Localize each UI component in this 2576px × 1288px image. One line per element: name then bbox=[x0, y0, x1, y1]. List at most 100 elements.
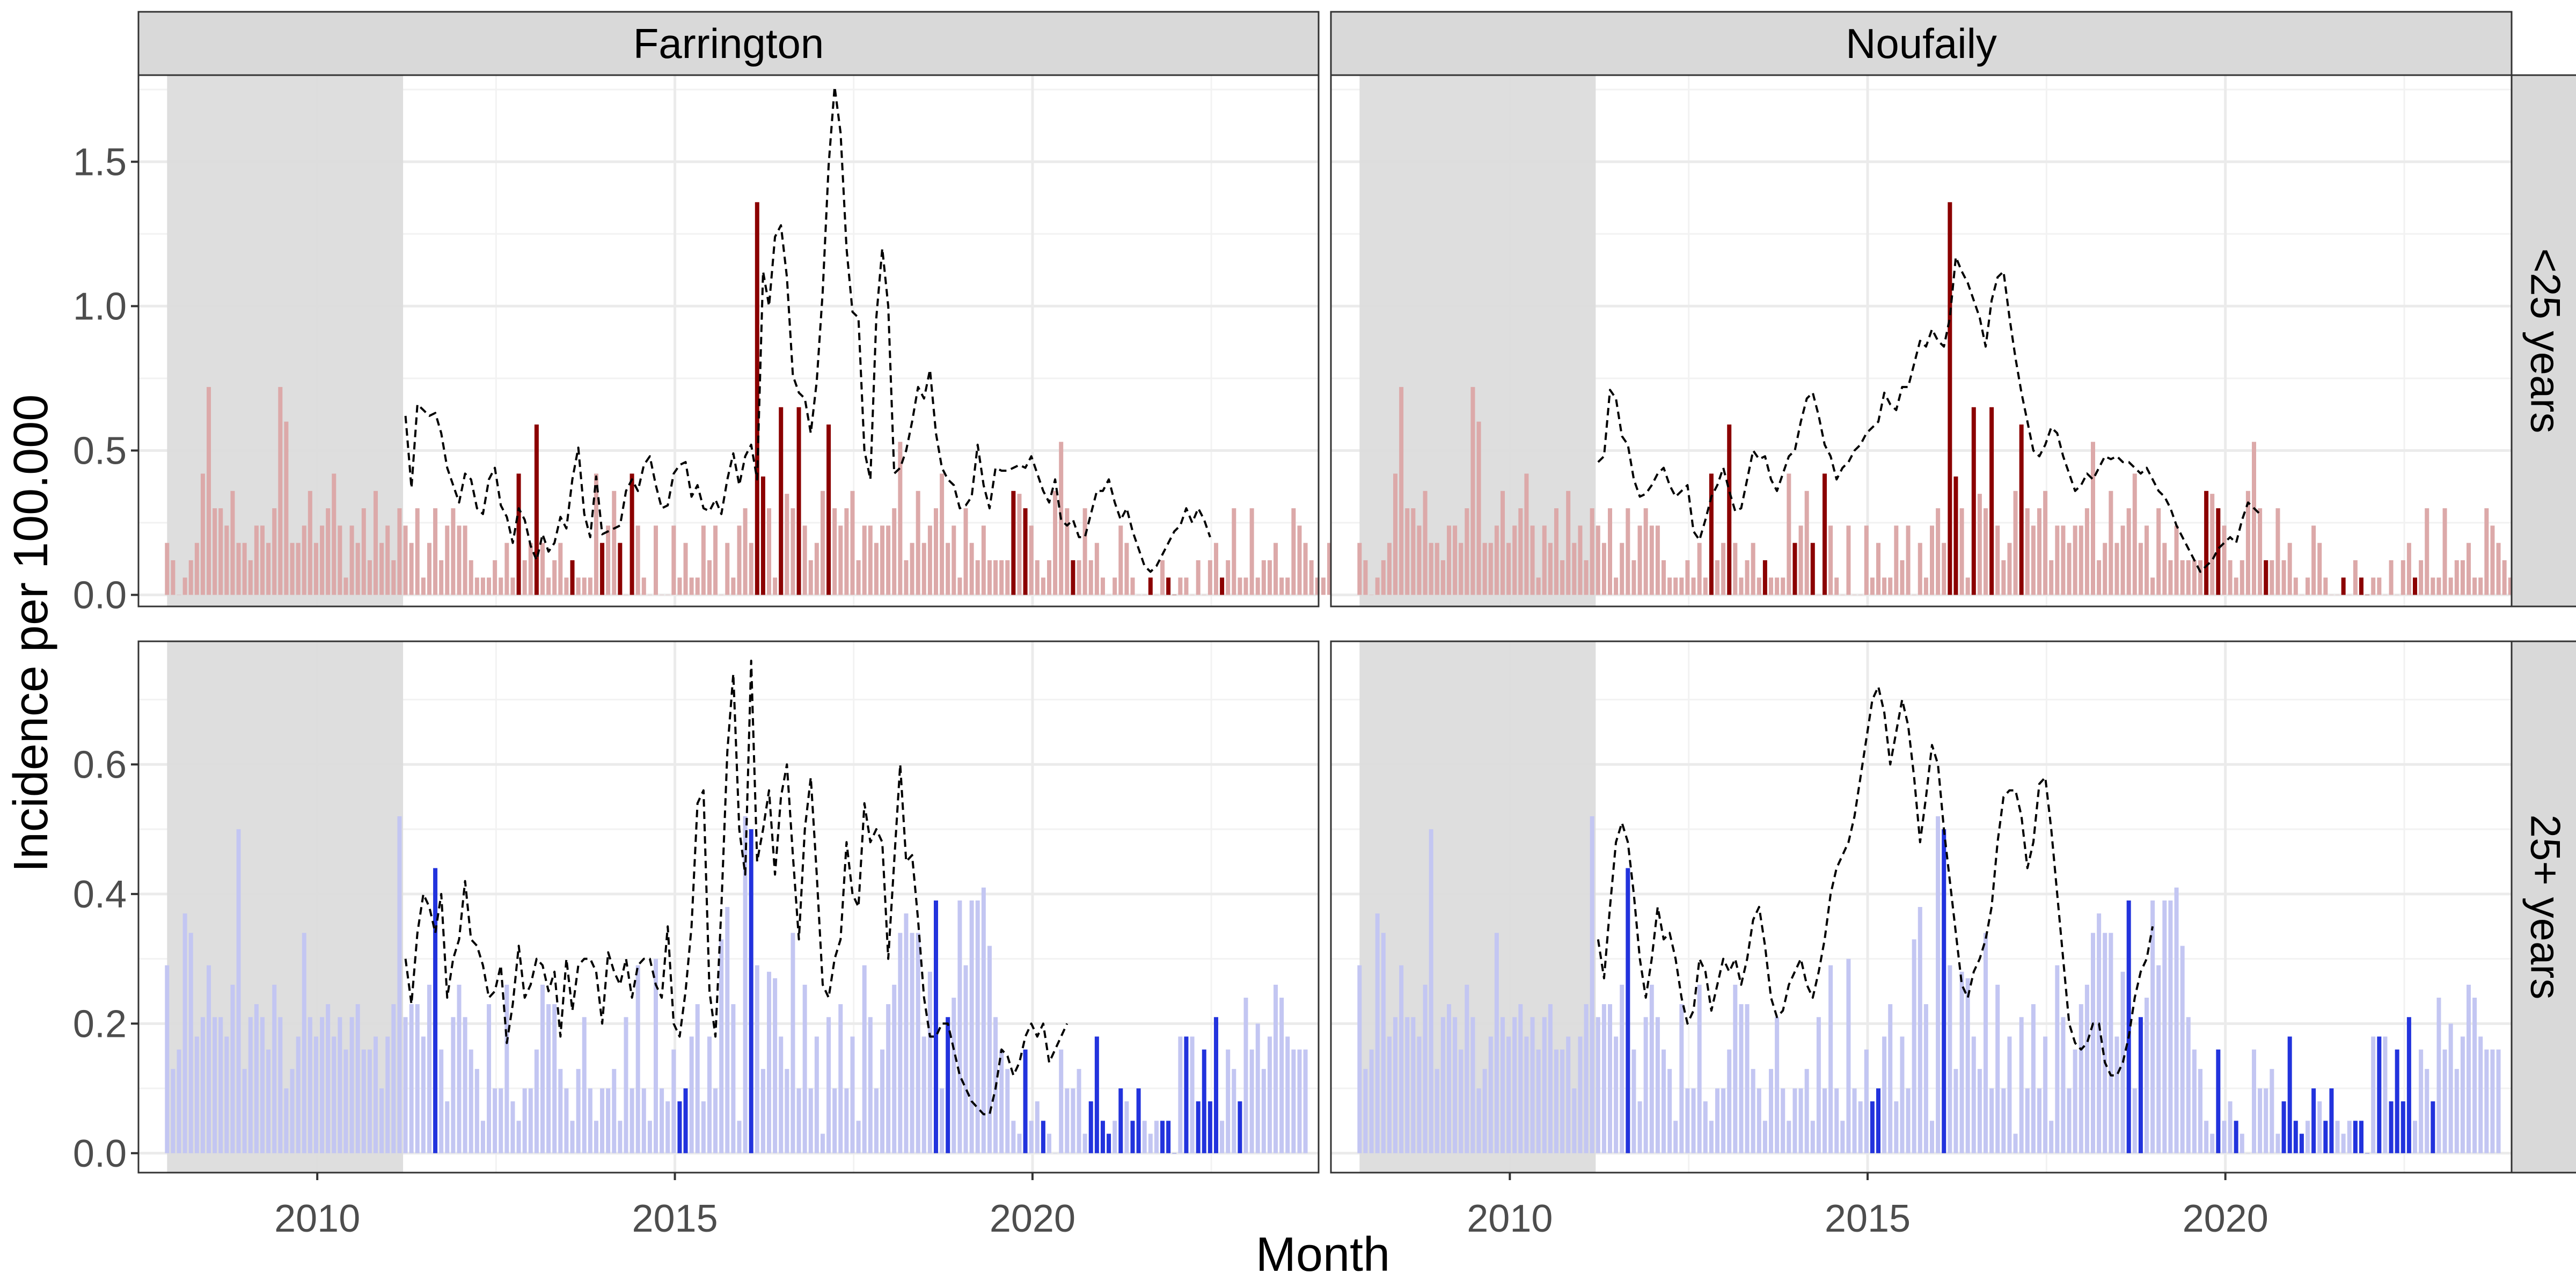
incidence-bar bbox=[504, 543, 509, 595]
incidence-bar bbox=[969, 543, 974, 595]
incidence-bar bbox=[975, 560, 980, 595]
incidence-bar bbox=[1501, 1017, 1505, 1153]
incidence-bar bbox=[1393, 1017, 1397, 1153]
incidence-bar bbox=[2442, 508, 2447, 595]
incidence-bar bbox=[1381, 560, 1386, 595]
incidence-bar bbox=[820, 491, 825, 595]
incidence-bar bbox=[1453, 1017, 1458, 1153]
incidence-bar bbox=[612, 491, 617, 595]
alarm-bar bbox=[600, 543, 605, 595]
alarm-bar bbox=[2377, 1036, 2382, 1153]
incidence-bar bbox=[1005, 560, 1010, 595]
incidence-bar bbox=[1417, 1036, 1422, 1153]
incidence-bar bbox=[487, 577, 492, 595]
incidence-bar bbox=[1601, 1004, 1606, 1153]
incidence-bar bbox=[2061, 1017, 2066, 1153]
incidence-bar bbox=[230, 491, 235, 595]
incidence-bar bbox=[332, 1036, 336, 1153]
incidence-bar bbox=[188, 933, 193, 1153]
incidence-bar bbox=[2120, 525, 2125, 595]
incidence-bar bbox=[361, 508, 366, 595]
incidence-bar bbox=[194, 543, 199, 595]
incidence-bar bbox=[713, 525, 718, 595]
incidence-bar bbox=[1918, 907, 1922, 1153]
incidence-bar bbox=[2478, 1036, 2483, 1153]
incidence-bar bbox=[2311, 525, 2316, 595]
incidence-bar bbox=[254, 525, 259, 595]
incidence-bar bbox=[1435, 1069, 1439, 1153]
incidence-bar bbox=[2138, 543, 2143, 595]
incidence-bar bbox=[904, 560, 909, 595]
incidence-bar bbox=[2025, 1088, 2030, 1153]
incidence-bar bbox=[1423, 491, 1428, 595]
incidence-bar bbox=[796, 1088, 801, 1153]
incidence-bar bbox=[439, 560, 444, 595]
incidence-bar bbox=[1769, 1069, 1773, 1153]
incidence-bar bbox=[606, 1088, 611, 1153]
incidence-bar bbox=[1930, 1121, 1934, 1153]
incidence-bar bbox=[200, 473, 205, 595]
incidence-bar bbox=[588, 577, 592, 595]
incidence-bar bbox=[1369, 1049, 1374, 1153]
incidence-bar bbox=[1643, 508, 1648, 595]
incidence-bar bbox=[1524, 473, 1529, 595]
incidence-bar bbox=[1196, 560, 1201, 595]
incidence-bar bbox=[1071, 1088, 1075, 1153]
incidence-bar bbox=[1536, 1049, 1541, 1153]
incidence-bar bbox=[1739, 1004, 1744, 1153]
incidence-bar bbox=[1810, 1121, 1815, 1153]
incidence-bar bbox=[1482, 1069, 1487, 1153]
incidence-bar bbox=[2317, 1101, 2322, 1153]
incidence-bar bbox=[1130, 577, 1135, 595]
alarm-bar bbox=[826, 425, 831, 595]
incidence-bar bbox=[1303, 543, 1308, 595]
incidence-bar bbox=[1566, 491, 1571, 595]
incidence-bar bbox=[1375, 577, 1380, 595]
incidence-bar bbox=[1405, 1017, 1410, 1153]
incidence-bar bbox=[1631, 1049, 1636, 1153]
incidence-bar bbox=[349, 525, 354, 595]
incidence-bar bbox=[1297, 525, 1302, 595]
incidence-bar bbox=[1357, 543, 1362, 595]
incidence-bar bbox=[719, 939, 724, 1153]
incidence-bar bbox=[1178, 577, 1183, 595]
panel-1-0 bbox=[137, 640, 1320, 1174]
alarm-bar bbox=[1626, 868, 1630, 1153]
incidence-bar bbox=[2371, 1036, 2376, 1153]
incidence-bar bbox=[284, 1088, 289, 1153]
alarm-bar bbox=[2431, 1101, 2435, 1153]
alarm-bar bbox=[2341, 577, 2346, 595]
alarm-bar bbox=[1136, 1088, 1141, 1153]
alarm-bar bbox=[1810, 543, 1815, 595]
incidence-bar bbox=[1662, 1049, 1666, 1153]
incidence-bar bbox=[2145, 525, 2149, 595]
incidence-bar bbox=[1065, 1088, 1070, 1153]
alarm-bar bbox=[2216, 1049, 2221, 1153]
incidence-bar bbox=[499, 1088, 503, 1153]
incidence-bar bbox=[1470, 387, 1475, 595]
incidence-bar bbox=[1411, 1017, 1416, 1153]
incidence-bar bbox=[1255, 1023, 1260, 1153]
incidence-bar bbox=[2043, 1036, 2048, 1153]
incidence-bar bbox=[2091, 442, 2095, 595]
incidence-bar bbox=[332, 473, 336, 595]
incidence-bar bbox=[1751, 543, 1755, 595]
incidence-bar bbox=[695, 1004, 700, 1153]
incidence-bar bbox=[1643, 1017, 1648, 1153]
incidence-bar bbox=[844, 508, 849, 595]
alarm-bar bbox=[1208, 1101, 1212, 1153]
strips-layer: <25 years 25+ years Farrington Noufaily bbox=[137, 11, 2576, 1174]
alarm-bar bbox=[570, 560, 575, 595]
incidence-bar bbox=[802, 525, 807, 595]
incidence-bar bbox=[474, 1069, 479, 1153]
incidence-bar bbox=[1590, 816, 1594, 1153]
incidence-bar bbox=[975, 900, 980, 1153]
incidence-bar bbox=[1501, 491, 1505, 595]
incidence-bar bbox=[886, 1004, 891, 1153]
incidence-bar bbox=[397, 508, 402, 595]
incidence-bar bbox=[2210, 1133, 2215, 1153]
incidence-bar bbox=[1560, 1049, 1565, 1153]
incidence-bar bbox=[236, 829, 241, 1153]
incidence-bar bbox=[665, 1101, 670, 1153]
